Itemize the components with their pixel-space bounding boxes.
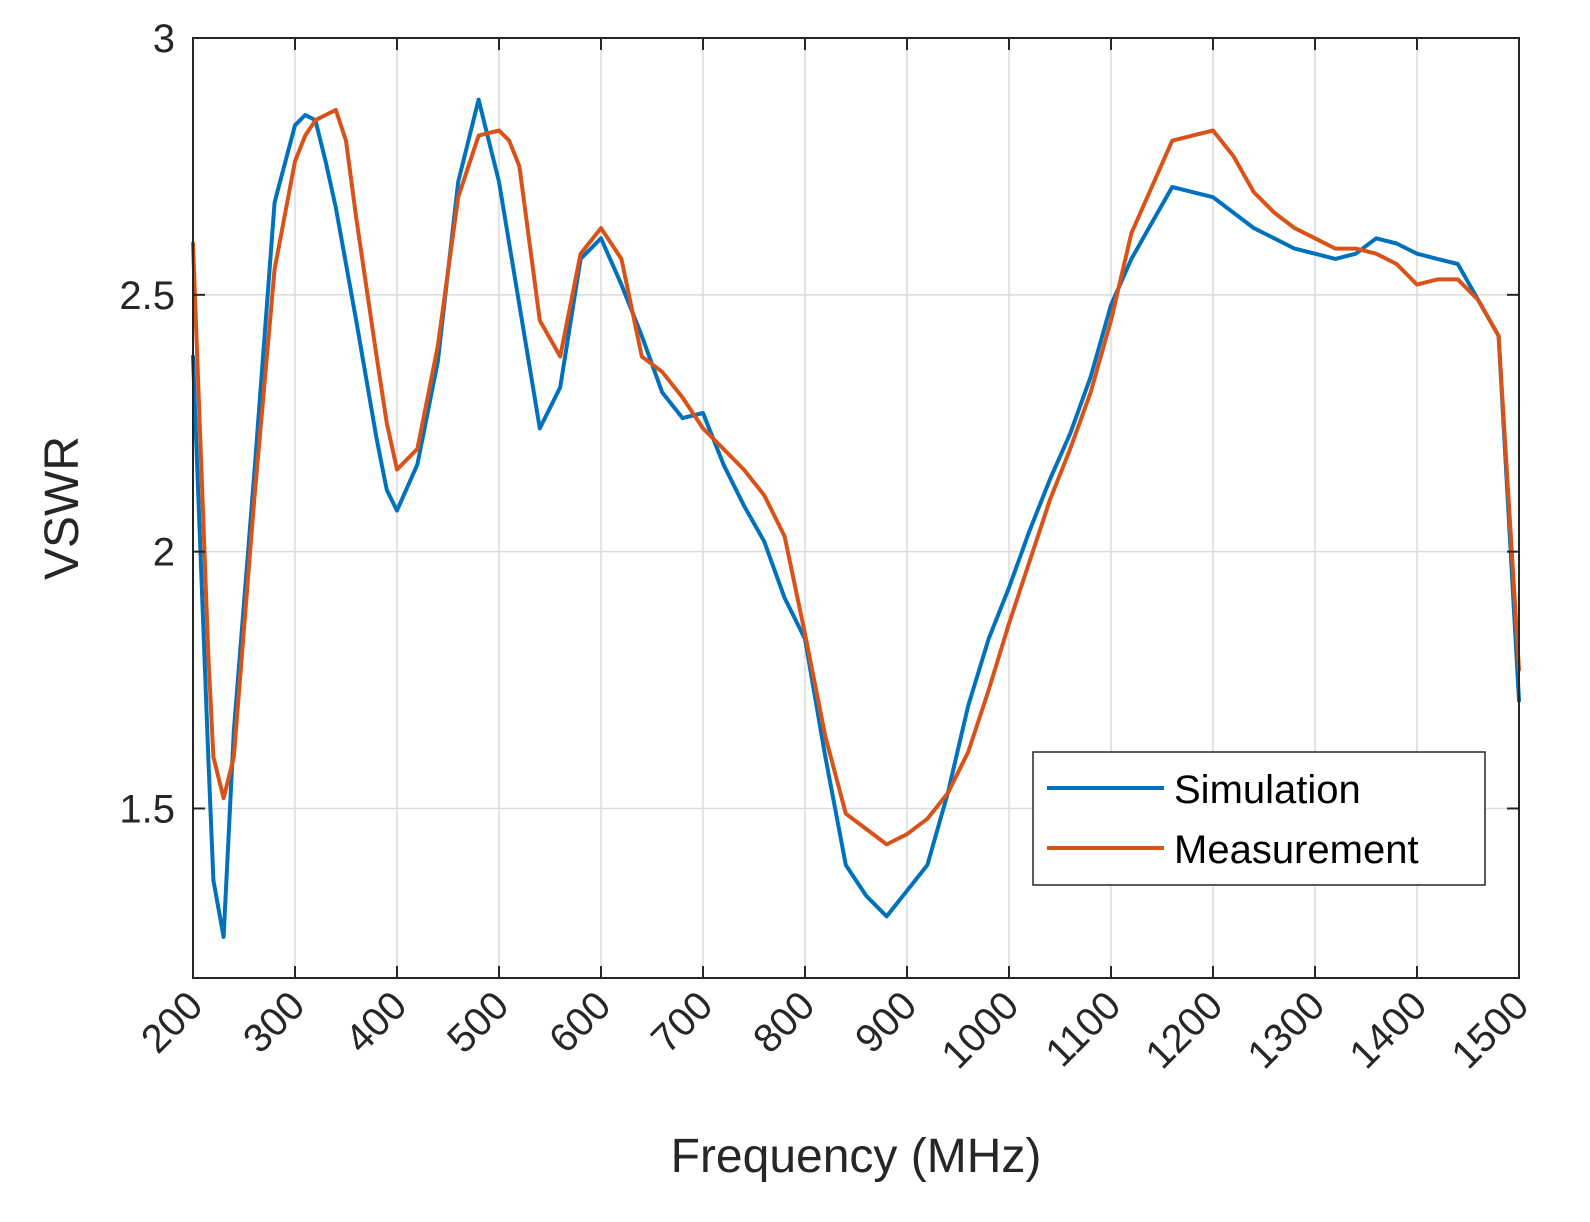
legend-box	[1032, 751, 1486, 886]
x-tick-labels: 200 300 400 500 600 700 800 900 1000 1100 1200 1300…	[133, 983, 1537, 1077]
x-tick-label: 700	[643, 983, 721, 1061]
y-tick-label: 2	[153, 531, 175, 575]
x-tick-label: 300	[235, 983, 313, 1061]
x-tick-label: 500	[439, 983, 517, 1061]
x-axis-title: Frequency (MHz)	[671, 1130, 1042, 1183]
series-layer	[191, 97, 1521, 939]
plot-frame	[192, 37, 1520, 979]
y-tick-labels: 1.5 2 2.5 3	[119, 17, 175, 831]
legend-label-simulation: Simulation	[1174, 768, 1361, 812]
x-tick-label: 600	[541, 983, 619, 1061]
ticks	[192, 37, 1520, 978]
x-tick-label: 900	[847, 983, 925, 1061]
x-tick-label: 1500	[1443, 983, 1537, 1077]
legend: Simulation Measurement	[1032, 751, 1486, 886]
x-tick-label: 1000	[933, 983, 1027, 1077]
y-tick-label: 2.5	[119, 274, 175, 318]
series-line-measurement	[191, 107, 1521, 847]
y-axis-title: VSWR	[36, 436, 89, 580]
y-tick-label: 1.5	[119, 787, 175, 831]
x-tick-label: 400	[337, 983, 415, 1061]
x-tick-label: 800	[745, 983, 823, 1061]
legend-label-measurement: Measurement	[1174, 828, 1419, 872]
x-tick-label: 1200	[1137, 983, 1231, 1077]
x-tick-label: 1300	[1239, 983, 1333, 1077]
y-tick-label: 3	[153, 17, 175, 61]
x-tick-label: 1100	[1037, 983, 1129, 1075]
x-tick-label: 1400	[1341, 983, 1435, 1077]
x-tick-label: 200	[133, 983, 211, 1061]
